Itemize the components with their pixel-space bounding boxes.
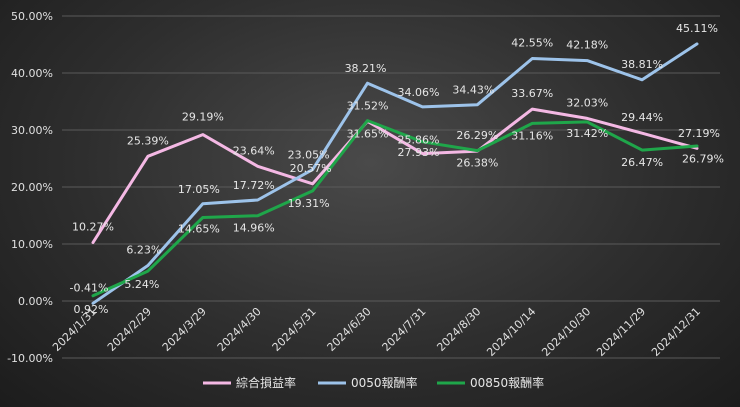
data-label: 31.52% [347, 99, 389, 112]
data-label: 27.93% [397, 146, 439, 159]
data-label: 38.81% [621, 58, 663, 71]
x-tick-label: 2024/10/14 [484, 305, 538, 359]
data-label: 34.43% [452, 84, 494, 97]
x-tick-label: 2024/6/30 [325, 305, 374, 354]
data-label: 29.19% [182, 111, 224, 124]
series-lines [91, 42, 699, 305]
data-label: 29.44% [621, 111, 663, 124]
data-label: 26.38% [456, 157, 498, 170]
legend-label: 00850報酬率 [470, 375, 544, 390]
legend-label: 0050報酬率 [351, 375, 418, 390]
data-label: 38.21% [345, 62, 387, 75]
y-tick-label: 20.00% [11, 181, 53, 194]
data-labels: 10.27% 25.39% 29.19% 23.64% 20.57% 31.52% 25.8… [70, 22, 724, 316]
data-label: 33.67% [511, 87, 553, 100]
x-tick-label: 2024/11/29 [594, 305, 648, 359]
data-label: 23.05% [288, 149, 330, 162]
x-tick-label: 2024/8/30 [434, 305, 483, 354]
legend: 綜合損益率 0050報酬率 00850報酬率 [203, 375, 544, 390]
data-label: 31.42% [566, 127, 608, 140]
data-label: 31.65% [347, 128, 389, 141]
x-tick-label: 2024/5/31 [270, 305, 319, 354]
data-label: 26.79% [682, 152, 724, 165]
data-label: 0.92% [74, 303, 109, 316]
series-line [91, 119, 699, 298]
x-tick-label: 2024/4/30 [215, 305, 264, 354]
data-label: 19.31% [288, 197, 330, 210]
y-tick-label: 10.00% [11, 238, 53, 251]
series-line [91, 42, 699, 305]
data-label: 45.11% [676, 22, 718, 35]
data-label: 32.03% [566, 96, 608, 109]
series-line [91, 107, 699, 244]
y-tick-label: 50.00% [11, 10, 53, 23]
data-label: 20.57% [290, 162, 332, 175]
data-label: 17.72% [233, 179, 275, 192]
data-label: 25.39% [127, 134, 169, 147]
legend-label: 綜合損益率 [236, 375, 296, 390]
x-tick-label: 2024/2/29 [105, 305, 154, 354]
data-label: 14.65% [178, 222, 220, 235]
data-label: 5.24% [124, 278, 159, 291]
x-axis-ticks: 2024/1/31 2024/2/29 2024/3/29 2024/4/30 2024… [50, 305, 703, 359]
data-label: 14.96% [233, 222, 275, 235]
data-label: 31.16% [511, 129, 553, 142]
y-tick-label: 40.00% [11, 67, 53, 80]
data-label: -0.41% [70, 281, 109, 294]
y-tick-label: 0.00% [18, 295, 53, 308]
data-label: 25.86% [397, 134, 439, 147]
y-tick-label: 30.00% [11, 124, 53, 137]
data-label: 27.19% [678, 127, 720, 140]
data-label: 6.23% [126, 243, 161, 256]
data-label: 17.05% [178, 183, 220, 196]
data-label: 26.29% [456, 129, 498, 142]
data-label: 34.06% [397, 86, 439, 99]
data-label: 42.18% [566, 39, 608, 52]
data-label: 42.55% [511, 36, 553, 49]
x-tick-label: 2024/10/30 [539, 305, 593, 359]
y-tick-label: -10.00% [7, 352, 53, 365]
x-tick-label: 2024/12/31 [649, 305, 703, 359]
x-tick-label: 2024/7/31 [379, 305, 428, 354]
y-axis-ticks: -10.00% 0.00% 10.00% 20.00% 30.00% 40.00% 50.0… [7, 10, 53, 365]
data-label: 10.27% [72, 220, 114, 233]
data-label: 23.64% [233, 144, 275, 157]
data-label: 26.47% [621, 156, 663, 169]
x-tick-label: 2024/3/29 [160, 305, 209, 354]
